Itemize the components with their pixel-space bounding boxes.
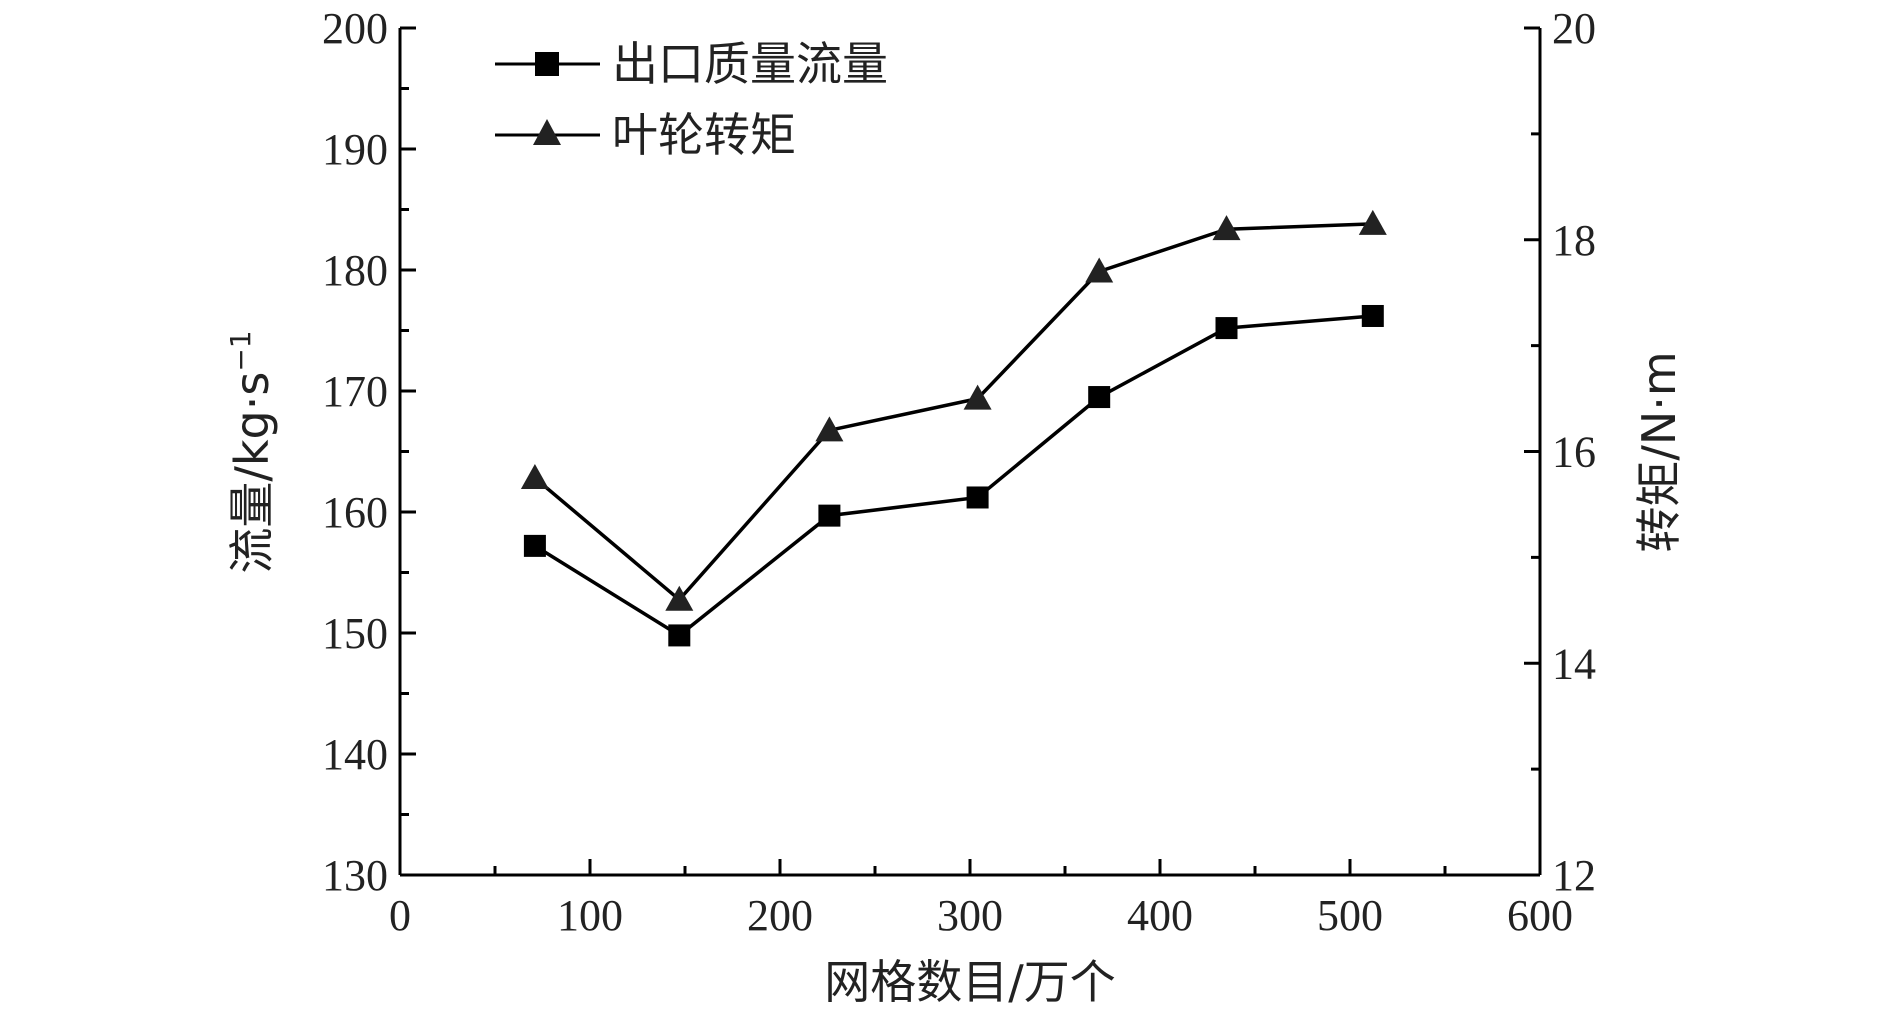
y-left-axis-ticks: 130 140 150 160 170 180 190 200 (322, 4, 416, 900)
x-tick-label: 400 (1127, 891, 1193, 940)
data-point-square (966, 486, 989, 509)
data-point-square (1088, 386, 1111, 409)
data-point-square (523, 534, 546, 557)
y-left-tick-label: 160 (322, 488, 388, 537)
y-left-axis-title-main: 流量/kg·s (225, 372, 279, 574)
y-left-tick-label: 190 (322, 125, 388, 174)
data-point-triangle (815, 416, 844, 442)
y-left-tick-label: 140 (322, 730, 388, 779)
y-left-axis-title-sup: −1 (224, 330, 257, 371)
x-axis-ticks: 0 100 200 300 400 500 600 (389, 859, 1573, 940)
y-right-tick-label: 20 (1552, 4, 1596, 53)
data-point-triangle (665, 585, 694, 611)
y-right-tick-label: 14 (1552, 639, 1596, 688)
x-tick-label: 600 (1507, 891, 1573, 940)
legend: 出口质量流量 叶轮转矩 (495, 37, 888, 162)
legend-marker-square (535, 52, 559, 76)
data-point-square (1361, 304, 1384, 327)
y-left-tick-label: 150 (322, 609, 388, 658)
data-point-triangle (1212, 215, 1241, 241)
data-point-square (818, 504, 841, 527)
x-tick-label: 0 (389, 891, 411, 940)
x-tick-label: 100 (557, 891, 623, 940)
legend-label-torque: 叶轮转矩 (612, 108, 796, 162)
data-point-triangle (1085, 257, 1114, 283)
data-point-triangle (963, 384, 992, 410)
x-tick-label: 300 (937, 891, 1003, 940)
data-point-square (1215, 317, 1238, 340)
legend-label-flow: 出口质量流量 (612, 37, 888, 91)
y-left-axis-title: 流量/kg·s−1 (224, 330, 279, 573)
y-right-tick-label: 18 (1552, 216, 1596, 265)
data-point-triangle (1358, 209, 1387, 235)
y-left-tick-label: 130 (322, 851, 388, 900)
y-left-tick-label: 200 (322, 4, 388, 53)
y-right-axis-title: 转矩/N·m (1632, 351, 1686, 552)
x-tick-label: 500 (1317, 891, 1383, 940)
data-point-triangle (520, 463, 549, 489)
y-right-tick-label: 12 (1552, 851, 1596, 900)
data-point-square (668, 624, 691, 647)
y-left-tick-label: 170 (322, 367, 388, 416)
series-line-1 (533, 222, 1373, 603)
x-tick-label: 200 (747, 891, 813, 940)
y-right-tick-label: 16 (1552, 428, 1596, 477)
y-left-tick-label: 180 (322, 246, 388, 295)
series-line-0 (533, 314, 1373, 638)
legend-marker-triangle (533, 119, 561, 145)
series-layer (520, 209, 1387, 647)
y-right-axis-ticks: 12 14 16 18 20 (1524, 4, 1596, 900)
x-axis-title: 网格数目/万个 (824, 955, 1116, 1009)
